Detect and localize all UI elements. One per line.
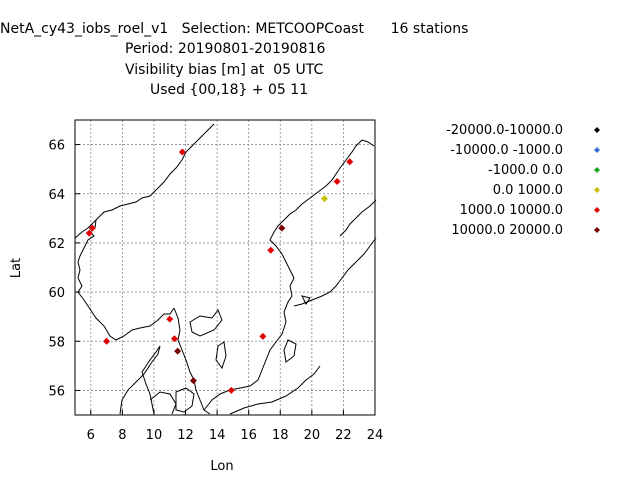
grid-lines bbox=[75, 120, 375, 415]
title-line-1: NetA_cy43_iobs_roel_v1 Selection: METCOO… bbox=[0, 21, 469, 37]
title-line-2: Period: 20190801-20190816 bbox=[125, 41, 326, 57]
title-line-3: Visibility bias [m] at 05 UTC bbox=[125, 62, 324, 78]
station-marker bbox=[346, 158, 354, 166]
station-marker bbox=[333, 177, 341, 185]
station-marker bbox=[85, 229, 93, 237]
x-tick-label: 14 bbox=[209, 428, 226, 443]
x-tick-label: 6 bbox=[87, 428, 95, 443]
x-tick-label: 8 bbox=[118, 428, 126, 443]
station-marker bbox=[320, 195, 328, 203]
station-marker bbox=[278, 224, 286, 232]
y-tick-label: 62 bbox=[48, 237, 65, 252]
x-tick-label: 10 bbox=[146, 428, 163, 443]
station-marker bbox=[227, 386, 235, 394]
legend-entry-label: 1000.0 10000.0 bbox=[460, 203, 563, 218]
legend-entry-label: -1000.0 0.0 bbox=[488, 163, 563, 178]
x-tick-label: 20 bbox=[304, 428, 321, 443]
axis-ticks: 6 8 10 12 14 16 18 20 22 24 56 58 60 62 64 66 bbox=[48, 139, 383, 443]
legend-marker bbox=[594, 167, 600, 173]
y-tick-label: 56 bbox=[48, 384, 65, 399]
plot-frame bbox=[74, 119, 376, 416]
station-marker bbox=[267, 246, 275, 254]
legend-marker bbox=[594, 147, 600, 153]
x-tick-label: 12 bbox=[177, 428, 194, 443]
legend-entry-label: 0.0 1000.0 bbox=[493, 183, 563, 198]
legend-entry-label: 10000.0 20000.0 bbox=[451, 223, 563, 238]
station-marker bbox=[189, 377, 197, 385]
legend-marker bbox=[594, 227, 600, 233]
station-marker bbox=[170, 335, 178, 343]
legend-marker bbox=[594, 127, 600, 133]
legend-entry-label: -20000.0-10000.0 bbox=[446, 123, 563, 138]
x-tick-label: 16 bbox=[240, 428, 257, 443]
y-axis-label: Lat bbox=[9, 258, 24, 278]
station-marker bbox=[88, 224, 96, 232]
y-tick-label: 58 bbox=[48, 335, 65, 350]
legend-marker bbox=[594, 207, 600, 213]
station-marker bbox=[103, 337, 111, 345]
station-marker bbox=[166, 315, 174, 323]
x-tick-label: 18 bbox=[272, 428, 289, 443]
legend-entry-label: -10000.0 -1000.0 bbox=[450, 143, 563, 158]
station-points bbox=[85, 148, 354, 394]
station-marker bbox=[174, 347, 182, 355]
x-tick-label: 22 bbox=[335, 428, 352, 443]
y-tick-label: 60 bbox=[48, 286, 65, 301]
legend: -20000.0-10000.0 -10000.0 -1000.0 -1000.0 … bbox=[446, 123, 600, 238]
title-line-4: Used {00,18} + 05 11 bbox=[150, 82, 309, 98]
station-marker bbox=[178, 148, 186, 156]
y-tick-label: 66 bbox=[48, 139, 65, 154]
coastline bbox=[74, 123, 377, 415]
legend-marker bbox=[594, 187, 600, 193]
y-tick-label: 64 bbox=[48, 188, 65, 203]
x-axis-label: Lon bbox=[210, 459, 233, 474]
station-marker bbox=[259, 332, 267, 340]
x-tick-label: 24 bbox=[367, 428, 384, 443]
